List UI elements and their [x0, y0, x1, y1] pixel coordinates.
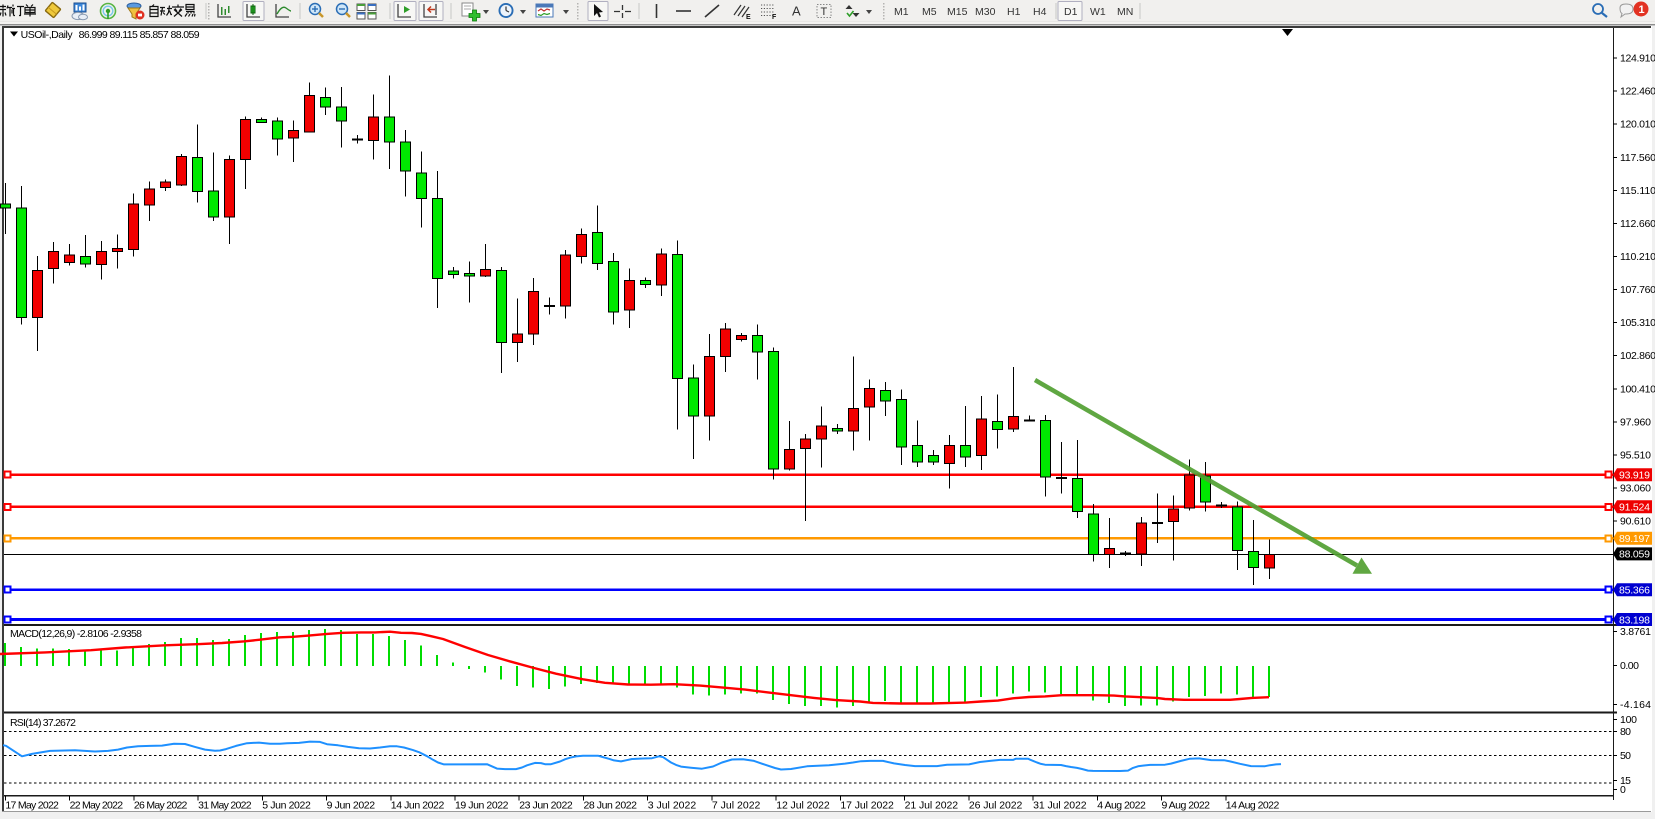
svg-text:17 Jul 2022: 17 Jul 2022 — [840, 800, 894, 812]
svg-text:T: T — [821, 6, 828, 18]
svg-text:117.560: 117.560 — [1620, 152, 1655, 164]
svg-text:14 Jun 2022: 14 Jun 2022 — [391, 800, 445, 812]
svg-text:MN: MN — [1117, 6, 1133, 18]
svg-text:21 Jul 2022: 21 Jul 2022 — [905, 800, 959, 812]
svg-text:107.760: 107.760 — [1620, 284, 1655, 296]
svg-text:124.910: 124.910 — [1620, 53, 1655, 65]
svg-text:90.610: 90.610 — [1620, 516, 1651, 528]
svg-text:110.210: 110.210 — [1620, 251, 1655, 263]
svg-text:4 Aug 2022: 4 Aug 2022 — [1097, 800, 1146, 812]
svg-text:22 May 2022: 22 May 2022 — [70, 800, 124, 812]
svg-text:0: 0 — [1620, 784, 1626, 796]
svg-text:86.999 89.115 85.857 88.059: 86.999 89.115 85.857 88.059 — [79, 29, 200, 41]
svg-text:105.310: 105.310 — [1620, 317, 1655, 329]
svg-text:USOil-,Daily: USOil-,Daily — [21, 29, 74, 41]
svg-text:31 May 2022: 31 May 2022 — [198, 800, 252, 812]
svg-text:F: F — [772, 14, 777, 21]
svg-text:50: 50 — [1620, 750, 1631, 762]
svg-text:31 Jul 2022: 31 Jul 2022 — [1033, 800, 1087, 812]
svg-text:17 May 2022: 17 May 2022 — [5, 800, 59, 812]
svg-text:19 Jun 2022: 19 Jun 2022 — [455, 800, 509, 812]
svg-text:85.366: 85.366 — [1619, 585, 1650, 597]
svg-text:-4.164: -4.164 — [1620, 699, 1651, 711]
svg-text:9 Jun 2022: 9 Jun 2022 — [327, 800, 376, 812]
svg-text:3.8761: 3.8761 — [1620, 626, 1651, 638]
svg-text:M5: M5 — [922, 6, 937, 18]
svg-text:89.197: 89.197 — [1619, 533, 1650, 545]
svg-text:RSI(14) 37.2672: RSI(14) 37.2672 — [10, 717, 76, 729]
svg-text:1: 1 — [1639, 4, 1645, 16]
svg-text:97.960: 97.960 — [1620, 416, 1651, 428]
svg-text:12 Jul 2022: 12 Jul 2022 — [776, 800, 830, 812]
svg-text:102.860: 102.860 — [1620, 350, 1655, 362]
svg-text:M30: M30 — [975, 6, 996, 18]
svg-text:E: E — [746, 14, 751, 21]
svg-text:93.060: 93.060 — [1620, 483, 1651, 495]
svg-text:H1: H1 — [1007, 6, 1021, 18]
svg-text:26 May 2022: 26 May 2022 — [134, 800, 188, 812]
svg-text:3 Jul 2022: 3 Jul 2022 — [648, 800, 697, 812]
svg-text:9 Aug 2022: 9 Aug 2022 — [1162, 800, 1211, 812]
svg-text:H4: H4 — [1033, 6, 1047, 18]
svg-text:14 Aug 2022: 14 Aug 2022 — [1226, 800, 1280, 812]
svg-text:W1: W1 — [1090, 6, 1106, 18]
svg-text:0.00: 0.00 — [1620, 660, 1639, 672]
svg-text:M15: M15 — [947, 6, 968, 18]
svg-text:15: 15 — [1620, 775, 1631, 787]
svg-text:26 Jul 2022: 26 Jul 2022 — [969, 800, 1023, 812]
svg-text:M1: M1 — [894, 6, 909, 18]
svg-text:112.660: 112.660 — [1620, 218, 1655, 230]
svg-text:MACD(12,26,9) -2.8106 -2.9358: MACD(12,26,9) -2.8106 -2.9358 — [10, 628, 142, 640]
svg-text:88.059: 88.059 — [1619, 549, 1650, 561]
svg-text:28 Jun 2022: 28 Jun 2022 — [584, 800, 638, 812]
svg-text:120.010: 120.010 — [1620, 119, 1655, 131]
svg-text:93.919: 93.919 — [1619, 470, 1650, 482]
svg-text:A: A — [792, 4, 801, 19]
svg-text:115.110: 115.110 — [1620, 185, 1655, 197]
svg-text:D1: D1 — [1064, 6, 1078, 18]
svg-text:100.410: 100.410 — [1620, 383, 1655, 395]
svg-text:7 Jul 2022: 7 Jul 2022 — [712, 800, 761, 812]
svg-text:83.198: 83.198 — [1619, 614, 1650, 626]
svg-text:5 Jun 2022: 5 Jun 2022 — [262, 800, 311, 812]
svg-text:95.510: 95.510 — [1620, 449, 1651, 461]
svg-text:122.460: 122.460 — [1620, 86, 1655, 98]
svg-text:91.524: 91.524 — [1619, 502, 1650, 514]
svg-text:100: 100 — [1620, 714, 1637, 726]
svg-text:80: 80 — [1620, 726, 1631, 738]
svg-text:23 Jun 2022: 23 Jun 2022 — [519, 800, 573, 812]
